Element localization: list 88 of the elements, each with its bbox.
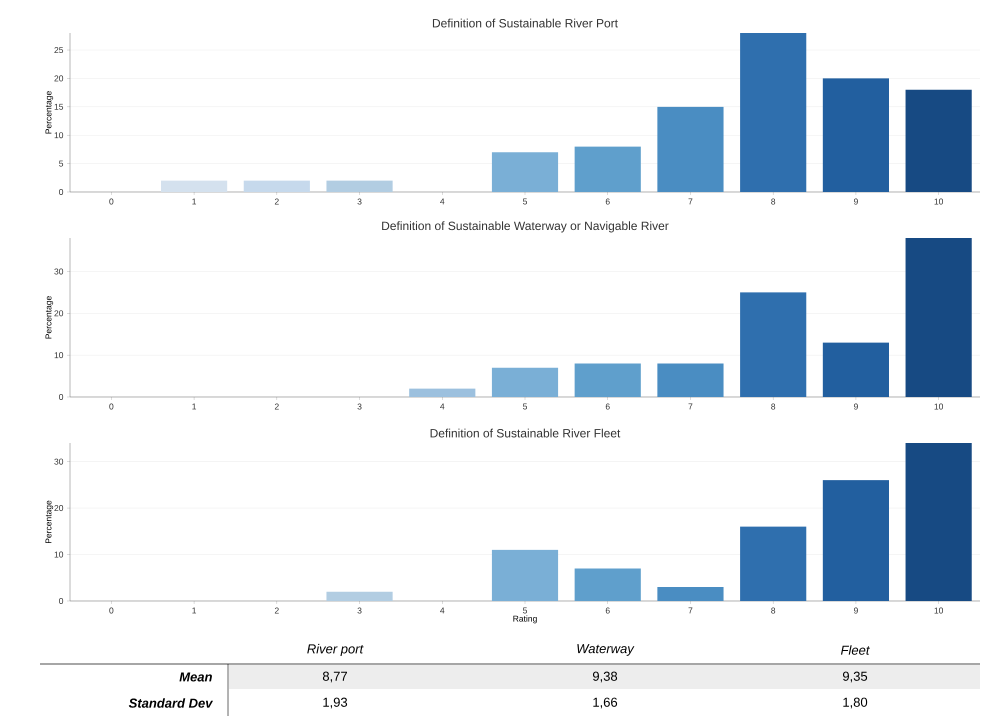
y-tick-label: 20 — [54, 505, 64, 512]
category-label: Waterway — [577, 644, 634, 656]
y-tick-label: 30 — [54, 268, 64, 274]
y-tick-label: 20 — [54, 310, 64, 316]
text: 9,35 — [842, 672, 868, 682]
category-label: River port — [307, 644, 364, 656]
y-axis-title: Percentage — [46, 91, 54, 134]
y-tick-label: 0 — [59, 598, 64, 604]
x-tick-label: 0 — [109, 404, 114, 410]
bar — [657, 587, 724, 601]
bar — [657, 106, 724, 192]
x-tick-label: 7 — [688, 404, 692, 410]
x-tick-label: 8 — [771, 608, 776, 614]
bar — [822, 480, 890, 601]
x-tick-label: 0 — [109, 198, 114, 205]
bar — [326, 180, 393, 192]
x-tick-label: 5 — [522, 608, 528, 614]
y-tick-label: 10 — [54, 552, 64, 558]
x-tick-label: 3 — [358, 404, 362, 410]
x-tick-label: 6 — [606, 198, 610, 205]
bar — [574, 146, 641, 192]
x-tick-label: 1 — [192, 198, 196, 204]
text: 1,66 — [593, 698, 618, 708]
y-tick-label: 25 — [54, 47, 64, 54]
x-tick-label: 2 — [274, 608, 279, 614]
bar — [657, 364, 724, 397]
x-tick-label: 2 — [274, 404, 279, 410]
bar — [740, 292, 806, 397]
chart-title: Definition of Sustainable River Fleet — [430, 428, 620, 438]
bar — [906, 238, 972, 397]
text: 9,38 — [592, 672, 618, 682]
bar — [492, 550, 558, 601]
y-tick-label: 20 — [54, 75, 64, 82]
x-tick-label: 8 — [771, 404, 776, 410]
x-tick-label: 7 — [688, 608, 692, 614]
x-tick-label: 5 — [522, 404, 528, 410]
x-axis-title: Rating — [513, 615, 537, 624]
x-tick-label: 1 — [192, 404, 196, 410]
y-tick-label: 10 — [54, 352, 64, 358]
bar — [906, 443, 972, 601]
bar — [822, 78, 890, 192]
y-tick-label: 5 — [59, 160, 64, 167]
x-tick-label: 4 — [440, 608, 444, 614]
bar — [822, 342, 890, 397]
x-tick-label: 10 — [934, 608, 944, 614]
x-tick-label: 10 — [934, 198, 944, 205]
bar — [906, 90, 972, 192]
bar — [740, 526, 806, 601]
bar — [574, 364, 641, 397]
y-axis-title: Percentage — [46, 296, 54, 339]
text: Standard Dev — [128, 698, 214, 708]
bar — [492, 152, 558, 192]
x-tick-label: 9 — [854, 608, 858, 614]
bar — [740, 33, 806, 192]
x-tick-label: 10 — [934, 404, 944, 410]
y-axis-title: Percentage — [46, 500, 54, 544]
x-tick-label: 9 — [854, 198, 858, 205]
x-tick-label: 5 — [522, 198, 528, 204]
y-tick-label: 10 — [54, 132, 64, 138]
x-tick-label: 3 — [358, 198, 362, 205]
x-tick-label: 0 — [109, 608, 114, 614]
y-tick-label: 0 — [59, 394, 64, 400]
x-tick-label: 3 — [358, 608, 362, 614]
text: 1,93 — [323, 698, 348, 708]
x-tick-label: 8 — [771, 198, 776, 205]
bar — [326, 592, 393, 601]
x-tick-label: 6 — [606, 404, 610, 410]
x-tick-label: 6 — [606, 608, 610, 614]
bar — [574, 568, 641, 601]
text: Mean — [179, 672, 212, 682]
y-tick-label: 0 — [59, 188, 64, 195]
category-label: Fleet — [840, 645, 870, 655]
chart-title: Definition of Sustainable River Port — [432, 18, 618, 28]
x-tick-label: 7 — [688, 198, 692, 204]
text: 1,80 — [843, 698, 868, 708]
chart-title: Definition of Sustainable Waterway or Navigable River — [382, 221, 669, 232]
x-tick-label: 9 — [854, 404, 858, 410]
bar — [409, 388, 476, 397]
x-tick-label: 1 — [192, 608, 196, 614]
y-tick-label: 15 — [54, 104, 64, 110]
text: 8,77 — [322, 672, 347, 682]
x-tick-label: 4 — [440, 404, 444, 410]
x-tick-label: 2 — [274, 198, 279, 204]
bar — [492, 368, 558, 397]
x-tick-label: 4 — [440, 198, 444, 204]
bar — [244, 180, 310, 192]
bar — [161, 180, 228, 192]
y-tick-label: 30 — [54, 458, 64, 465]
